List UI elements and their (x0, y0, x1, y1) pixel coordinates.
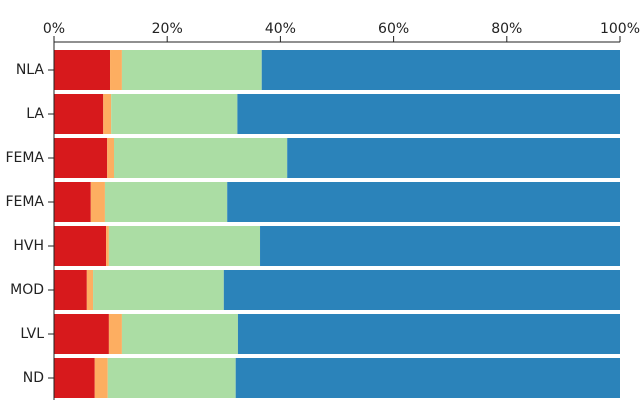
bar-segment (121, 314, 238, 354)
bar-segment (223, 270, 621, 310)
bar-segment (227, 182, 621, 222)
y-tick-label: FEMA (5, 150, 44, 166)
x-tick-label: 60% (378, 21, 409, 37)
bar-segment (54, 358, 95, 398)
y-tick-label: LA (26, 106, 44, 122)
bar-segment (86, 270, 94, 310)
bar-segment (287, 138, 620, 178)
y-tick-label: FEMA (5, 194, 44, 210)
x-tick-label: 80% (491, 21, 522, 37)
x-tick-label: 40% (265, 21, 296, 37)
y-tick-label: HVH (13, 238, 44, 254)
y-tick-label: MOD (10, 282, 44, 298)
bar-segment (54, 226, 107, 266)
y-tick-label: NLA (16, 62, 45, 78)
bar-segment (93, 270, 224, 310)
bar-segment (107, 138, 114, 178)
bar-segment (104, 182, 228, 222)
bar-segment (113, 138, 288, 178)
bar-segment (261, 50, 620, 90)
bar-segment (106, 226, 109, 266)
bar-segment (94, 358, 108, 398)
bar-segment (54, 138, 108, 178)
bar-segment (235, 358, 620, 398)
bar-segment (111, 94, 238, 134)
bar-segment (260, 226, 620, 266)
bar-segment (103, 94, 112, 134)
bar-segment (107, 358, 236, 398)
x-tick-label: 0% (43, 21, 65, 37)
bar-segment (108, 314, 122, 354)
y-tick-label: ND (23, 370, 44, 386)
y-tick-label: LVL (20, 326, 44, 342)
bar-segment (54, 94, 104, 134)
bar-segment (108, 226, 261, 266)
x-tick-label: 100% (600, 21, 640, 37)
bar-segment (110, 50, 122, 90)
x-tick-label: 20% (152, 21, 183, 37)
bar-segment (54, 50, 111, 90)
bar-segment (54, 182, 91, 222)
bar-segment (121, 50, 262, 90)
bar-segment (90, 182, 105, 222)
bar-segment (54, 270, 87, 310)
bar-segment (237, 314, 620, 354)
bar-segment (237, 94, 620, 134)
bar-segment (54, 314, 109, 354)
